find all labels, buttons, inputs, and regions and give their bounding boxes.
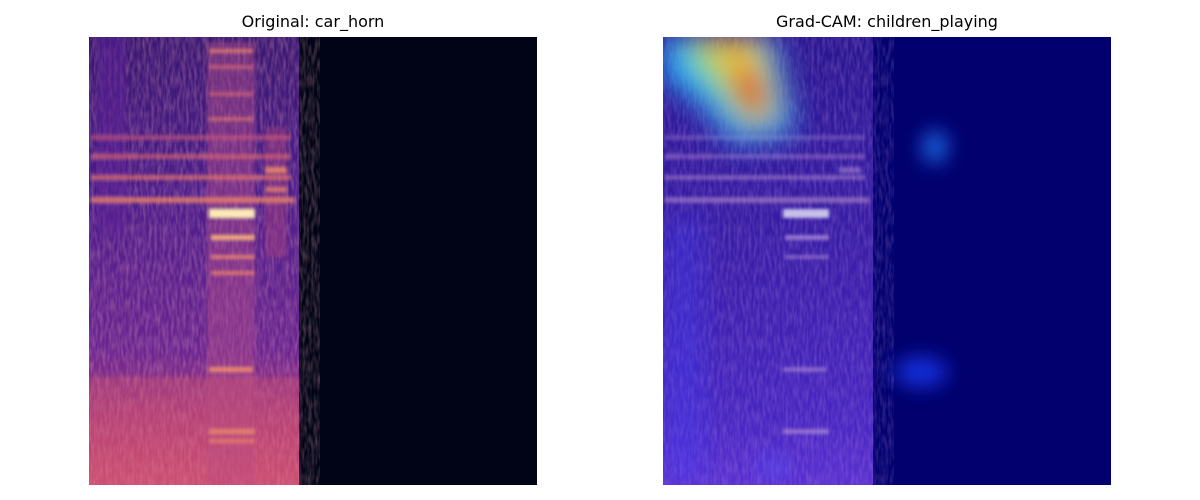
gradcam-weak-spot [923, 131, 947, 163]
spectrogram-image [89, 37, 537, 485]
gradcam-heatmap-hotspot [663, 37, 793, 142]
panel-title-gradcam: Grad-CAM: children_playing [776, 12, 998, 31]
gradcam-weak-spot [895, 358, 947, 386]
panel-title-original: Original: car_horn [241, 12, 385, 31]
spectrogram-signal-region [89, 37, 299, 485]
gradcam-image [663, 37, 1111, 485]
